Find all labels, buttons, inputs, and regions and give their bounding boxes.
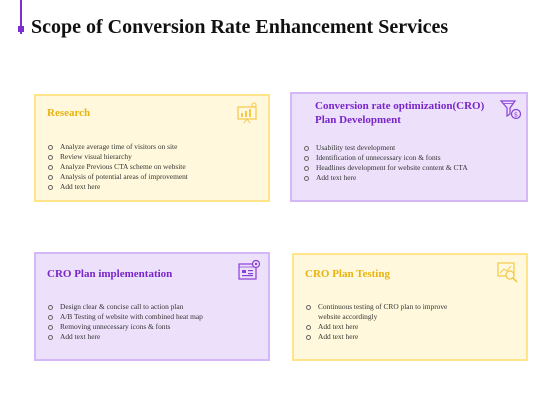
list-item: website accordingly <box>318 312 378 321</box>
card-item-list: Continuous testing of CRO plan to improv… <box>305 302 447 342</box>
chart-presentation-icon <box>237 102 257 124</box>
funnel-dollar-icon: $ <box>499 100 522 120</box>
list-item: Usability test development <box>303 143 468 153</box>
list-item: Removing unnecessary icons & fonts <box>47 322 203 332</box>
list-item: Add text here <box>47 332 203 342</box>
list-item: Add text here <box>303 173 468 183</box>
cro-plan-testing-card: CRO Plan Testing Continuous testing of C… <box>292 253 528 361</box>
magnifier-chart-icon <box>497 262 518 283</box>
list-item: Add text here <box>305 332 447 342</box>
list-item: Continuous testing of CRO plan to improv… <box>305 302 447 312</box>
title-accent-marker <box>18 26 24 32</box>
card-title: Research <box>47 107 91 119</box>
cro-plan-development-card: Conversion rate optimization(CRO) Plan D… <box>290 92 528 202</box>
card-title: Conversion rate optimization(CRO) Plan D… <box>315 99 484 127</box>
card-title-line: Conversion rate optimization(CRO) <box>315 100 485 112</box>
card-item-list: Usability test development Identificatio… <box>303 143 468 183</box>
research-card: Research Analyze average time of visitor… <box>34 94 270 202</box>
card-item-list: Design clear & concise call to action pl… <box>47 302 203 342</box>
list-item: Add text here <box>47 182 188 192</box>
list-item: Analysis of potential areas of improveme… <box>47 172 188 182</box>
list-item: Add text here <box>305 322 447 332</box>
svg-text:$: $ <box>514 111 518 119</box>
list-item: Analyze Previous CTA scheme on website <box>47 162 188 172</box>
card-item-list: Analyze average time of visitors on site… <box>47 142 188 192</box>
list-item: Review visual hierarchy <box>47 152 188 162</box>
card-title: CRO Plan Testing <box>305 268 390 280</box>
list-item: Identification of unnecessary icon & fon… <box>303 153 468 163</box>
title-accent-line <box>20 0 22 34</box>
card-title: CRO Plan implementation <box>47 268 173 280</box>
cro-plan-implementation-card: CRO Plan implementation Design clear & c… <box>34 252 270 361</box>
card-title-line: Plan Development <box>315 114 401 126</box>
list-item: Headlines development for website conten… <box>303 163 468 173</box>
gear-dashboard-icon <box>238 259 261 280</box>
list-item: Design clear & concise call to action pl… <box>47 302 203 312</box>
list-item: Analyze average time of visitors on site <box>47 142 188 152</box>
page-title: Scope of Conversion Rate Enhancement Ser… <box>31 16 449 38</box>
list-item: A/B Testing of website with combined hea… <box>47 312 203 322</box>
